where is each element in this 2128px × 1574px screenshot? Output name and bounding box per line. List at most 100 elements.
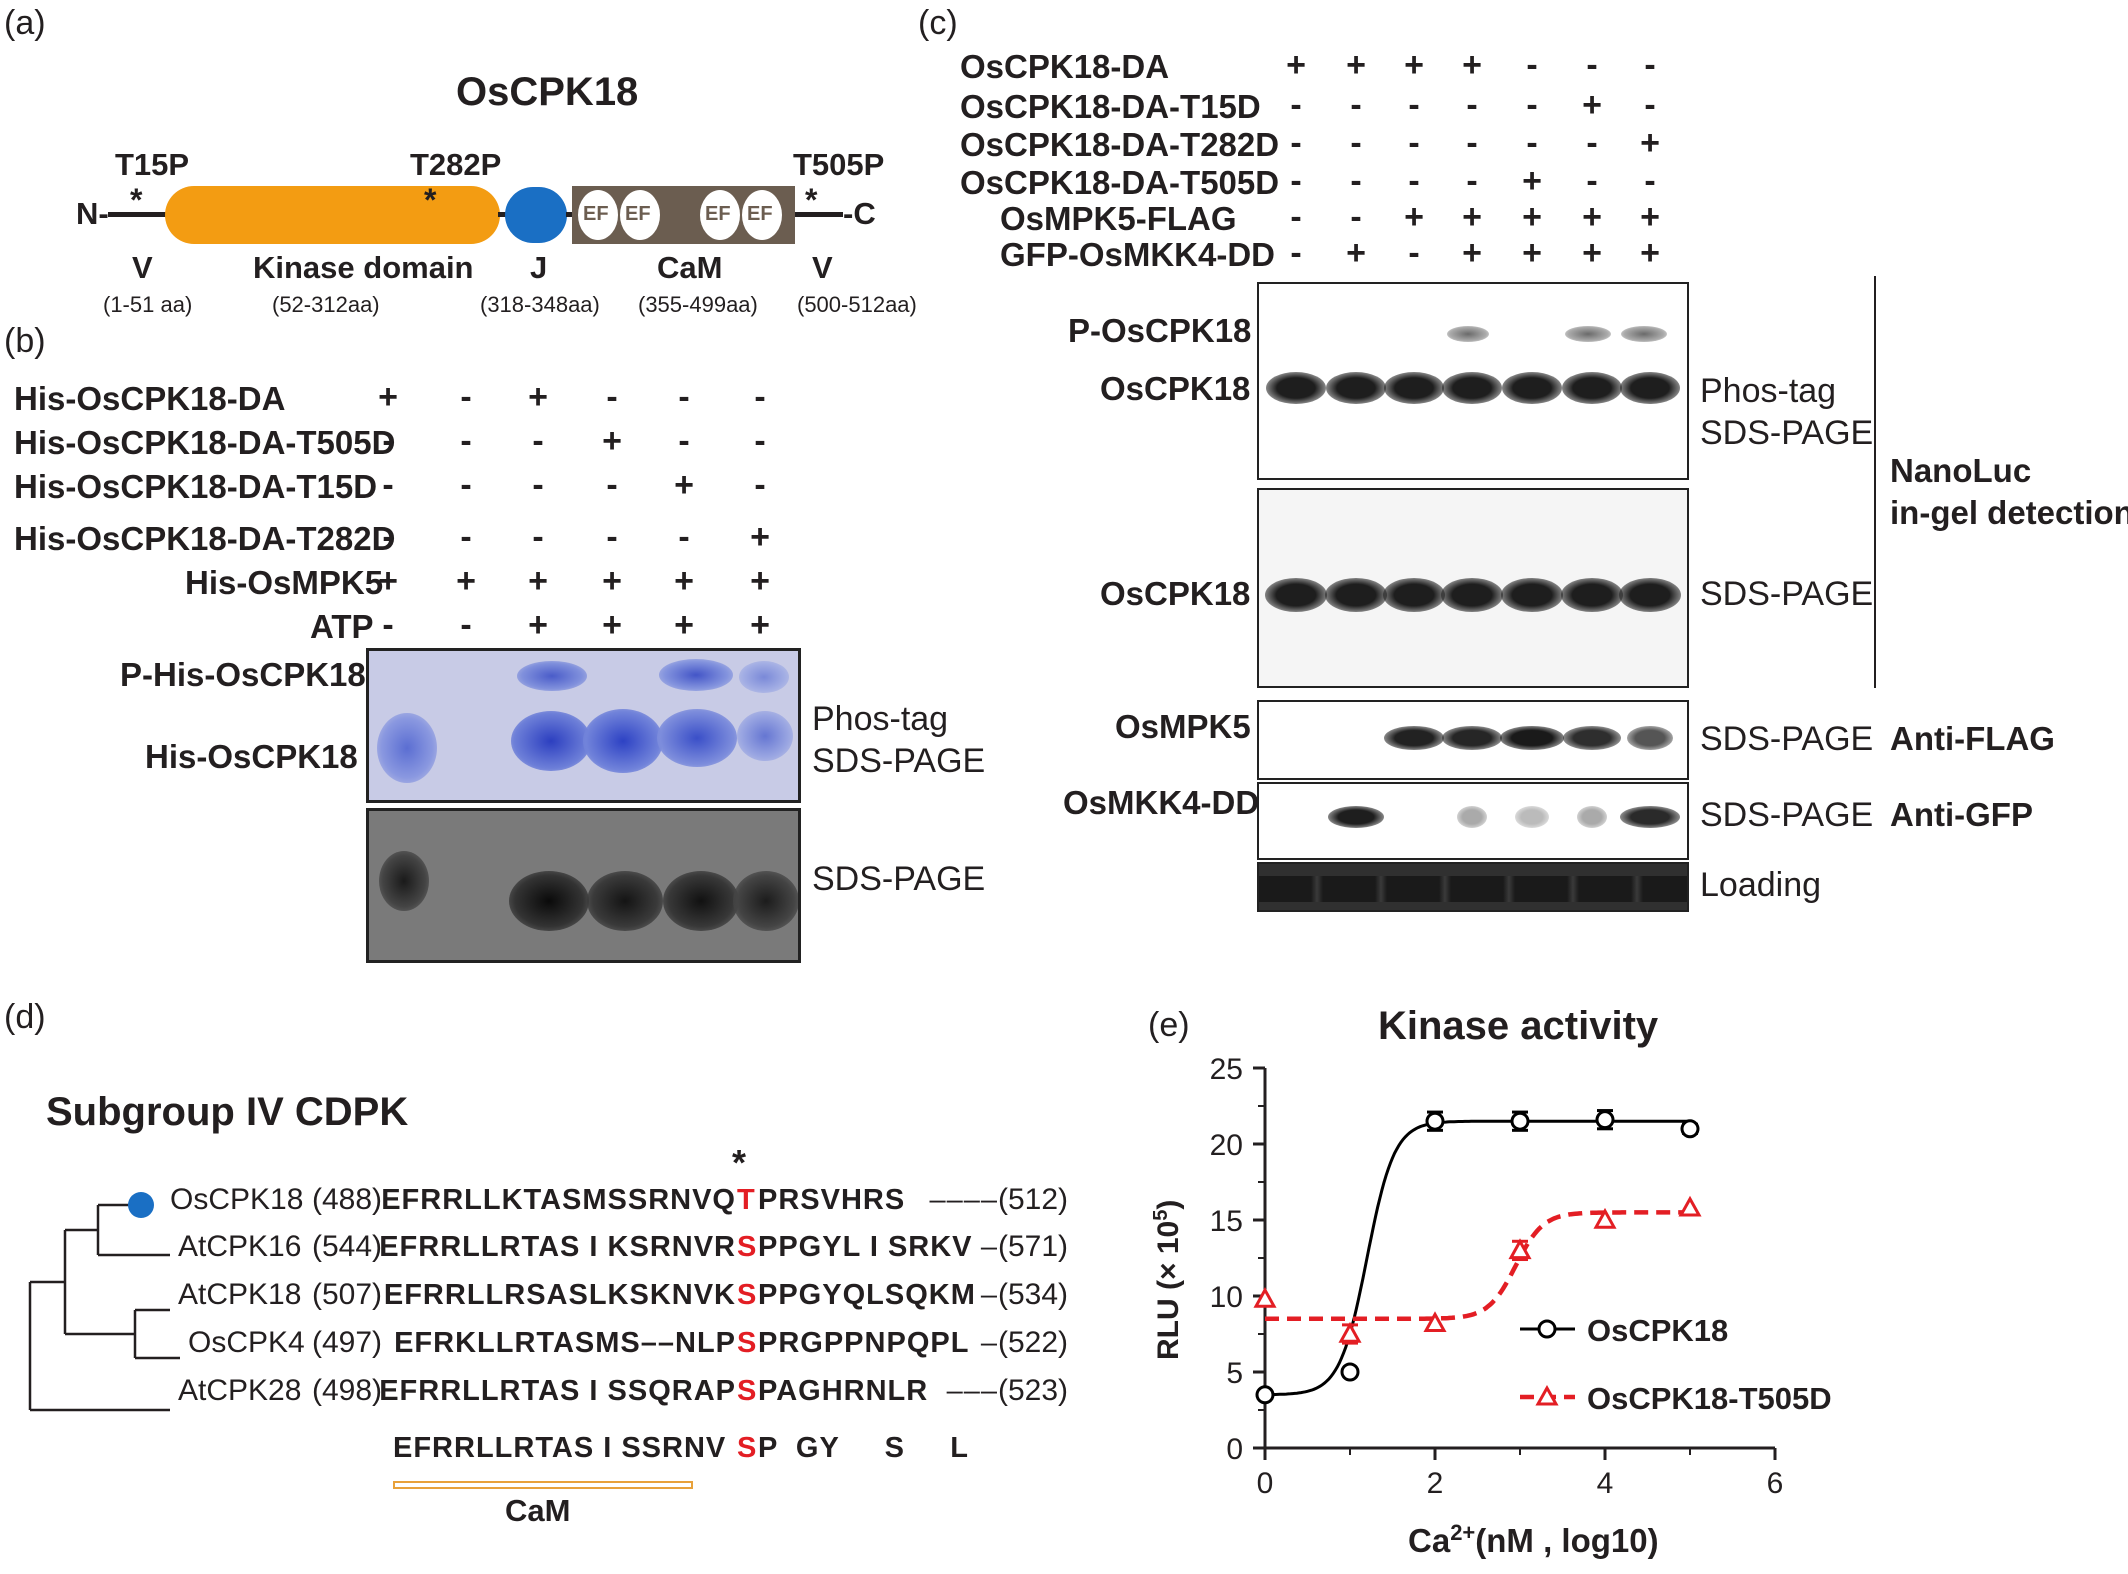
b-band-lane6-upper <box>739 661 789 693</box>
panel-d-label: (d) <box>4 998 46 1036</box>
c-sign: - <box>1350 86 1362 124</box>
c-loading-band <box>1259 876 1687 902</box>
y-tick-label: 0 <box>1226 1433 1243 1466</box>
c-gel1-band <box>1562 372 1622 404</box>
ef-hand-1: EF <box>578 190 618 240</box>
consensus-pre: EFRRLLRTAS I SSRNV <box>393 1432 727 1464</box>
seq-start: (488) <box>312 1183 383 1216</box>
seq-name: AtCPK28 <box>178 1374 302 1407</box>
c-gel1-side-2: SDS-PAGE <box>1700 414 1874 452</box>
panel-e-label: (e) <box>1148 1006 1190 1044</box>
data-point-oscpk18 <box>1340 1362 1360 1382</box>
b-sign: - <box>382 606 394 644</box>
c-row-label-1: OsCPK18-DA <box>960 48 1170 85</box>
c-gel2-band <box>1383 578 1445 612</box>
seq-end: (522) <box>998 1326 1069 1359</box>
site-t282p: T282P <box>410 147 502 182</box>
seq-phospho-site: S <box>737 1375 758 1407</box>
c-sign: + <box>1462 198 1482 236</box>
seq-gap: – <box>980 1279 998 1311</box>
c-sign: - <box>1290 198 1302 236</box>
c-gel3-band <box>1442 726 1502 750</box>
x-tick-label: 4 <box>1597 1467 1614 1500</box>
seq-gap: – <box>980 1231 998 1263</box>
seq-phospho-site: S <box>737 1279 758 1311</box>
c-gel2-band <box>1501 578 1563 612</box>
data-point-oscpk18-t505d <box>1253 1286 1277 1308</box>
c-p-band-lane4 <box>1447 326 1489 342</box>
c-gel1-side-1: Phos-tag <box>1700 372 1837 410</box>
c-gel4-band-label: OsMKK4-DD <box>1063 784 1260 821</box>
b-sign: + <box>674 466 694 504</box>
c-sign: - <box>1408 124 1420 162</box>
b-sign: + <box>750 518 770 556</box>
fit-line-oscpk18 <box>1265 1119 1690 1397</box>
c-gel1-band <box>1384 372 1444 404</box>
c-sign: + <box>1462 234 1482 272</box>
seq-gap: ––– <box>946 1375 998 1407</box>
b-band-lane5-upper <box>659 659 733 691</box>
domain-v2-range: (500-512aa) <box>797 292 917 317</box>
b-sds-lane5 <box>663 871 739 931</box>
data-point-oscpk18-t505d <box>1593 1207 1617 1229</box>
c-sign: - <box>1526 124 1538 162</box>
b-sign: - <box>460 466 472 504</box>
domain-kinase-name: Kinase domain <box>253 250 474 285</box>
b-sign: - <box>532 422 544 460</box>
b-sign: - <box>382 422 394 460</box>
seq-residues-pre: EFRRLLRTAS I KSRNVR <box>379 1231 736 1263</box>
c-row-label-6: GFP-OsMKK4-DD <box>1000 236 1276 273</box>
c-gel4-band <box>1620 806 1680 828</box>
cam-bar <box>393 1481 693 1489</box>
c-sign: - <box>1408 86 1420 124</box>
b-row-label-1: His-OsCPK18-DA <box>14 380 286 417</box>
b-sign: + <box>674 606 694 644</box>
seq-residues-post: PPGYL I SRKV <box>758 1231 973 1263</box>
b-row-label-4: His-OsCPK18-DA-T282D <box>14 520 396 557</box>
c-gel4-band <box>1515 806 1549 828</box>
c-gel1-band <box>1502 372 1562 404</box>
c-p-band-lane6 <box>1565 326 1611 342</box>
seq-start: (498) <box>312 1374 383 1407</box>
c-gel2-side: SDS-PAGE <box>1700 575 1874 613</box>
c-sign: - <box>1290 124 1302 162</box>
b-gel1-side-2: SDS-PAGE <box>812 742 986 780</box>
b-band-lane4-lower <box>583 709 663 773</box>
c-gel3-band-label: OsMPK5 <box>1115 708 1251 745</box>
star-t15: * <box>130 182 143 218</box>
data-point-oscpk18 <box>1595 1110 1615 1130</box>
b-sign: + <box>750 562 770 600</box>
c-sign: + <box>1462 46 1482 84</box>
b-sign: + <box>674 562 694 600</box>
consensus-post: P GY S L <box>758 1432 969 1464</box>
c-sign: - <box>1644 86 1656 124</box>
x-tick-label: 0 <box>1257 1467 1274 1500</box>
seq-start: (544) <box>312 1230 383 1263</box>
c-gel1-band <box>1442 372 1502 404</box>
seq-end: (534) <box>998 1278 1069 1311</box>
site-t15p: T15P <box>115 147 190 182</box>
b-sign: - <box>532 466 544 504</box>
c-nanoluc-bracket <box>1874 276 1876 688</box>
c-gel3-band <box>1384 726 1444 750</box>
seq-star: * <box>732 1142 747 1183</box>
seq-start: (507) <box>312 1278 383 1311</box>
c-sign: - <box>1408 234 1420 272</box>
ef-hand-2: EF <box>620 190 660 240</box>
y-tick-label: 5 <box>1226 1357 1243 1390</box>
c-sign: - <box>1526 86 1538 124</box>
c-gel4-band <box>1457 806 1487 828</box>
b-sign: - <box>678 422 690 460</box>
c-sign: + <box>1522 198 1542 236</box>
b-band-lane6-lower <box>737 711 793 761</box>
ef-hand-4: EF <box>742 190 782 240</box>
c-gel2-band-label: OsCPK18 <box>1100 575 1251 612</box>
domain-cam-name: CaM <box>657 250 723 285</box>
backbone-line-kj <box>498 212 508 217</box>
c-gel2-band <box>1325 578 1387 612</box>
c-sign: - <box>1466 162 1478 200</box>
b-sds-lane1 <box>379 851 429 911</box>
domain-j-range: (318-348aa) <box>480 292 600 317</box>
c-sign: - <box>1586 162 1598 200</box>
c-gel4-side: SDS-PAGE <box>1700 796 1874 834</box>
